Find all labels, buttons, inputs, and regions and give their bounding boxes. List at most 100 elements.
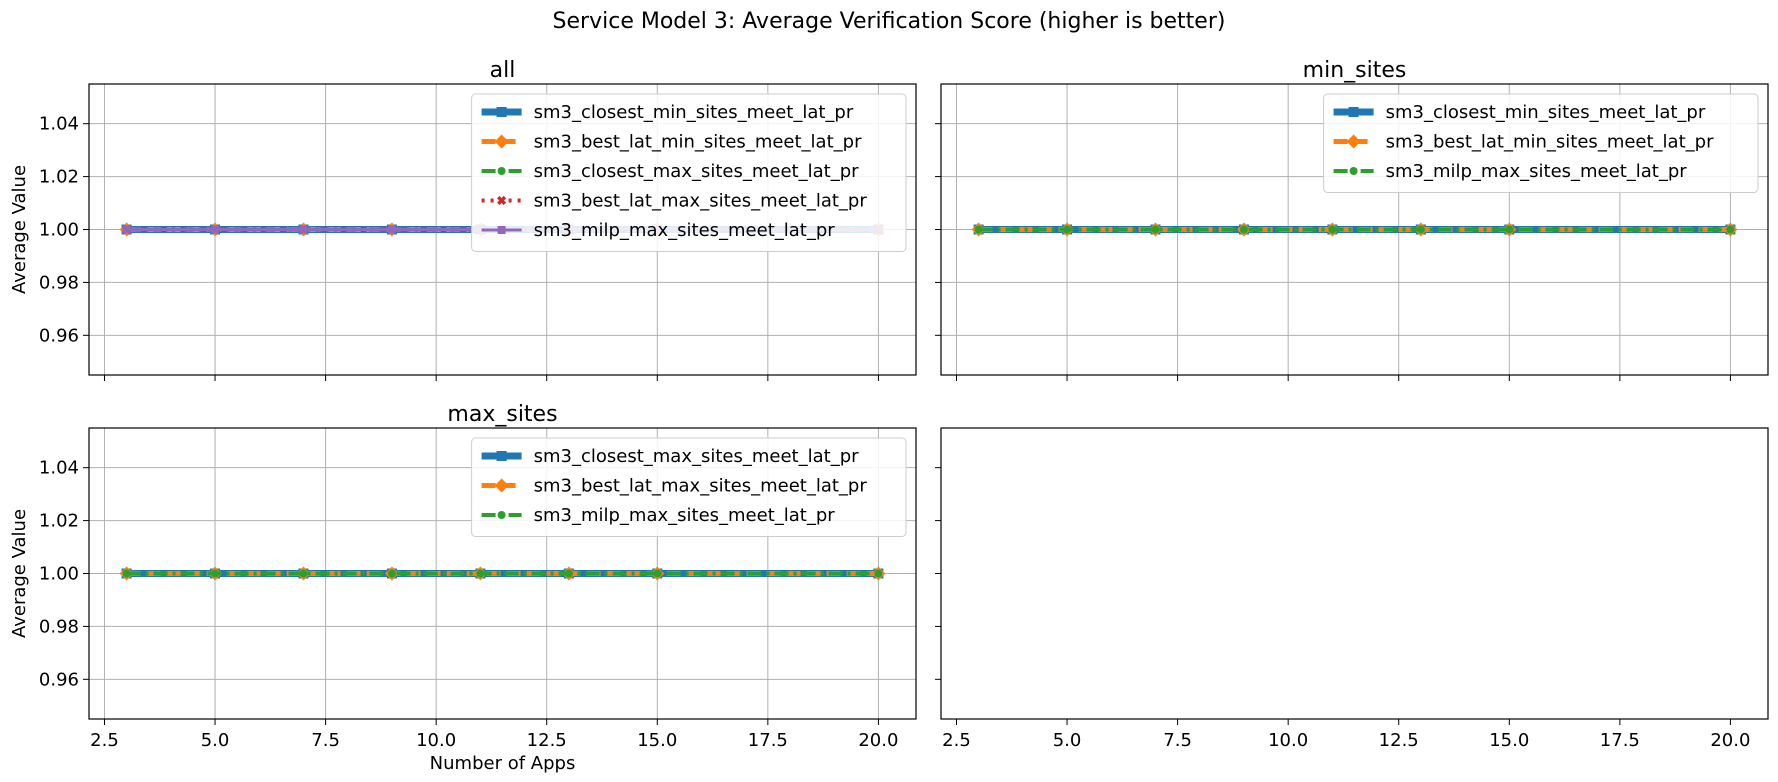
series-sm3_milp_max_sites_meet_lat_pr [974, 225, 1735, 234]
legend-label: sm3_closest_max_sites_meet_lat_pr [534, 446, 860, 467]
marker-circle [1151, 225, 1160, 234]
marker-circle [387, 569, 396, 578]
x-tick-label: 2.5 [942, 730, 971, 751]
legend-label: sm3_closest_min_sites_meet_lat_pr [1386, 102, 1706, 123]
legend-label: sm3_best_lat_max_sites_meet_lat_pr [534, 191, 868, 212]
marker-square [299, 225, 308, 234]
legend-entry: sm3_best_lat_min_sites_meet_lat_pr [1333, 132, 1714, 153]
legend-label: sm3_milp_max_sites_meet_lat_pr [534, 220, 836, 241]
x-tick-label: 7.5 [311, 730, 340, 751]
marker-circle [1726, 225, 1735, 234]
marker-square [496, 451, 507, 461]
marker-diamond [494, 134, 509, 149]
legend-label: sm3_milp_max_sites_meet_lat_pr [534, 505, 836, 526]
legend-box [471, 93, 907, 252]
legend-entry: sm3_closest_max_sites_meet_lat_pr [481, 161, 860, 182]
y-tick-label: 1.02 [39, 511, 79, 532]
x-tick-label: 20.0 [858, 730, 898, 751]
series-sm3_milp_max_sites_meet_lat_pr [122, 569, 883, 578]
axes-frame [940, 427, 1769, 720]
legend: sm3_closest_max_sites_meet_lat_pr sm3_bes… [471, 437, 907, 537]
x-tick-label: 2.5 [90, 730, 119, 751]
y-axis-label: Average Value [9, 509, 30, 638]
legend: sm3_closest_min_sites_meet_lat_pr sm3_bes… [1323, 93, 1759, 193]
x-tick-label: 12.5 [527, 730, 567, 751]
marker-square [211, 225, 220, 234]
legend-label: sm3_closest_min_sites_meet_lat_pr [534, 102, 854, 123]
marker-circle [653, 569, 662, 578]
marker-circle [1239, 225, 1248, 234]
legend-label: sm3_best_lat_min_sites_meet_lat_pr [534, 132, 862, 153]
legend-entry: sm3_best_lat_max_sites_meet_lat_pr [481, 476, 868, 497]
legend: sm3_closest_min_sites_meet_lat_pr sm3_bes… [471, 93, 907, 252]
marker-circle [974, 225, 983, 234]
subplot-empty: 2.5 5.0 7.5 10.0 12.5 15.0 17.5 20.0 [935, 427, 1769, 751]
y-axis-label: Average Value [9, 165, 30, 294]
marker-circle [1505, 225, 1514, 234]
x-tick-label: 5.0 [201, 730, 230, 751]
legend-entry: sm3_closest_max_sites_meet_lat_pr [481, 446, 860, 467]
subplot-title: all [490, 58, 516, 83]
x-tick-label: 17.5 [748, 730, 788, 751]
y-tick-label: 1.04 [39, 114, 79, 135]
y-tick-label: 1.02 [39, 167, 79, 188]
x-tick-label: 7.5 [1163, 730, 1192, 751]
x-tick-label: 17.5 [1600, 730, 1640, 751]
marker-circle [476, 569, 485, 578]
subplot-title: max_sites [447, 402, 557, 427]
subplot-min_sites: min_sites sm3_closest_min_sites_meet_lat_… [935, 58, 1769, 381]
legend-entry: sm3_milp_max_sites_meet_lat_pr [1333, 161, 1688, 182]
x-axis-label: Number of Apps [430, 753, 576, 774]
marker-circle [1328, 225, 1337, 234]
axes-frame [88, 427, 917, 720]
marker-circle [497, 167, 506, 175]
marker-circle [211, 569, 220, 578]
marker-circle [299, 569, 308, 578]
marker-circle [1416, 225, 1425, 234]
marker-circle [122, 569, 131, 578]
marker-diamond [494, 478, 509, 493]
y-tick-label: 0.98 [39, 616, 79, 637]
x-tick-label: 10.0 [1268, 730, 1308, 751]
y-tick-label: 1.00 [39, 564, 79, 585]
x-tick-label: 15.0 [637, 730, 677, 751]
legend-label: sm3_best_lat_min_sites_meet_lat_pr [1386, 132, 1714, 153]
marker-square [1348, 107, 1359, 117]
marker-square [387, 225, 396, 234]
figure-title: Service Model 3: Average Verification Sc… [553, 9, 1226, 34]
y-tick-label: 0.96 [39, 325, 79, 346]
marker-diamond [1346, 134, 1361, 149]
marker-circle [564, 569, 573, 578]
legend-label: sm3_milp_max_sites_meet_lat_pr [1386, 161, 1688, 182]
x-tick-label: 20.0 [1710, 730, 1750, 751]
marker-square [497, 226, 506, 234]
subplot-title: min_sites [1303, 58, 1407, 83]
marker-circle [497, 511, 506, 519]
x-tick-label: 10.0 [416, 730, 456, 751]
y-tick-label: 1.04 [39, 458, 79, 479]
legend-entry: sm3_best_lat_max_sites_meet_lat_pr [481, 191, 868, 212]
legend-label: sm3_closest_max_sites_meet_lat_pr [534, 161, 860, 182]
subplot-all: 0.96 0.98 1.00 1.02 1.04 all Average Value sm3_… [9, 58, 917, 381]
marker-x [497, 195, 507, 206]
legend-box [1323, 93, 1759, 193]
legend-box [471, 437, 907, 537]
subplot-grid: 0.96 0.98 1.00 1.02 1.04 all Average Value sm3_… [9, 58, 1769, 774]
x-tick-label: 15.0 [1489, 730, 1529, 751]
marker-square [496, 107, 507, 117]
marker-circle [874, 569, 883, 578]
legend-entry: sm3_best_lat_min_sites_meet_lat_pr [481, 132, 862, 153]
x-tick-label: 5.0 [1053, 730, 1082, 751]
axes-frame [88, 83, 917, 376]
legend-entry: sm3_closest_min_sites_meet_lat_pr [481, 102, 854, 123]
marker-circle [1063, 225, 1072, 234]
y-tick-label: 1.00 [39, 220, 79, 241]
y-tick-label: 0.98 [39, 272, 79, 293]
legend-entry: sm3_milp_max_sites_meet_lat_pr [481, 505, 836, 526]
legend-label: sm3_best_lat_max_sites_meet_lat_pr [534, 476, 868, 497]
y-tick-label: 0.96 [39, 669, 79, 690]
marker-circle [1349, 167, 1358, 175]
axes-frame [940, 83, 1769, 376]
subplot-max_sites: 2.5 5.0 7.5 10.0 12.5 15.0 17.5 20.0 0.96 0.98 1.0… [9, 402, 917, 774]
